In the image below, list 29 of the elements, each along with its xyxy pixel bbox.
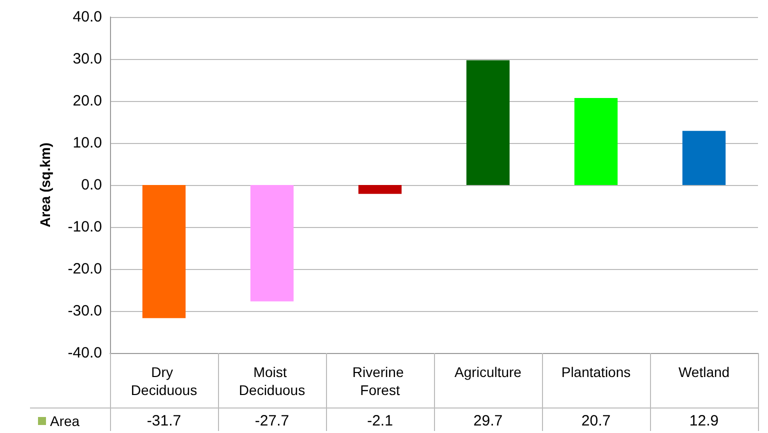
- y-axis-title: Area (sq.km): [37, 142, 53, 228]
- y-tick-label: -10.0: [68, 218, 102, 236]
- bar: [574, 98, 618, 185]
- bar: [466, 60, 510, 185]
- x-tick-label: Plantations: [561, 364, 631, 380]
- y-tick-label: 10.0: [72, 134, 102, 152]
- x-tick-label: Moist Deciduous: [238, 364, 306, 398]
- y-tick-label: 40.0: [72, 8, 102, 26]
- text: Area: [50, 413, 80, 429]
- bar: [250, 185, 294, 302]
- data-label: 29.7: [473, 412, 503, 430]
- x-tick-label: Agriculture: [454, 364, 522, 380]
- y-tick-label: 20.0: [72, 92, 102, 110]
- bar: [358, 185, 402, 194]
- data-label: -31.7: [146, 412, 182, 430]
- bar: [682, 130, 726, 185]
- x-tick-label: Dry Deciduous: [130, 364, 198, 398]
- y-tick-label: -30.0: [68, 302, 102, 320]
- data-label: -2.1: [367, 412, 393, 430]
- y-tick-label: -20.0: [68, 260, 102, 278]
- x-tick-label: Riverine Forest: [352, 364, 408, 398]
- y-tick-label: 0.0: [81, 176, 102, 194]
- data-label: -27.7: [254, 412, 290, 430]
- data-label: 12.9: [689, 412, 719, 430]
- x-tick-label: Wetland: [678, 364, 730, 380]
- data-label: 20.7: [581, 412, 611, 430]
- y-tick-label: -40.0: [68, 344, 102, 362]
- bar: [142, 185, 186, 318]
- y-tick-label: 30.0: [72, 50, 102, 68]
